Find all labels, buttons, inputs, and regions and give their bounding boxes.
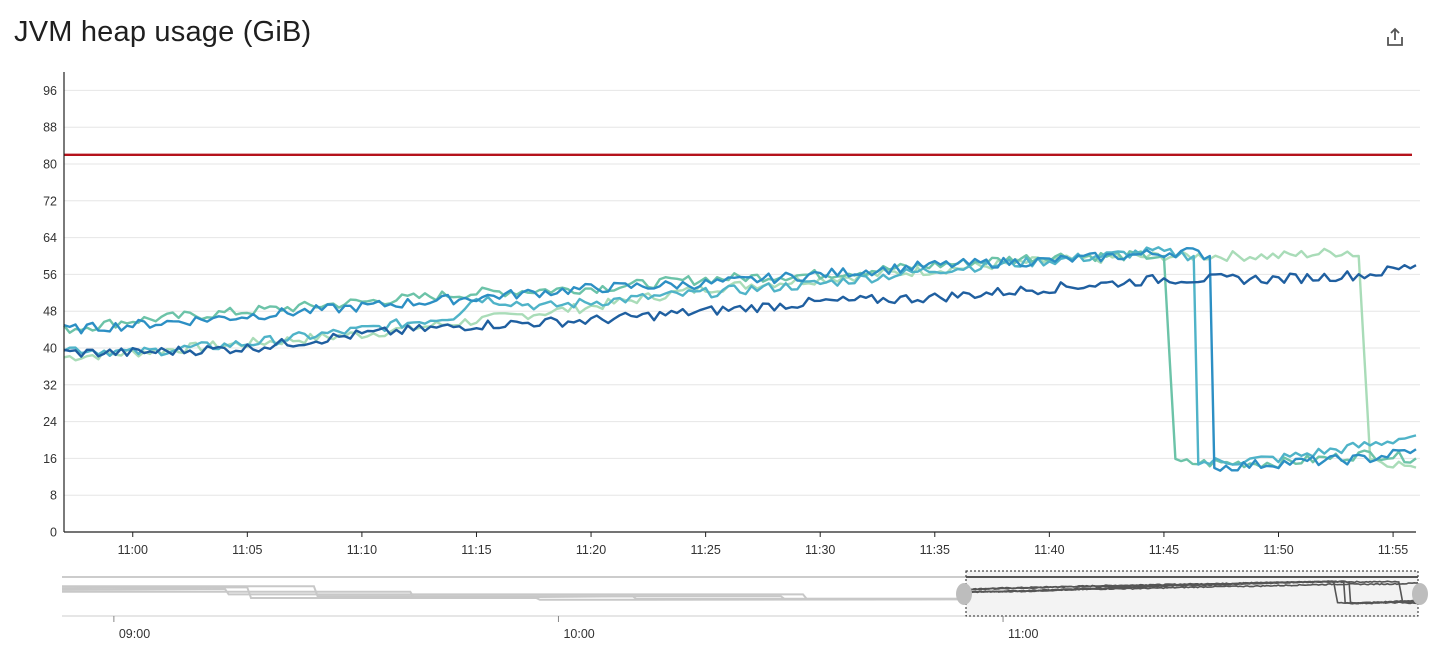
x-tick-label: 11:35	[920, 543, 950, 557]
overview-series-line	[965, 581, 1419, 593]
overview-history-line	[62, 590, 1418, 600]
x-tick-label: 11:40	[1034, 543, 1064, 557]
x-axis-ticks: 11:00 11:05 11:10 11:15 11:20 11:25 11:30 11:35…	[118, 532, 1408, 557]
y-tick-label: 40	[43, 342, 57, 356]
series-line	[63, 264, 1417, 358]
y-axis-ticks: 0 8 16 24 32 40 48 56 64 72 80 88 96	[43, 84, 57, 540]
y-tick-label: 64	[43, 231, 57, 245]
overview-left-handle[interactable]	[956, 583, 972, 605]
series-layer	[63, 246, 1417, 472]
axes	[63, 72, 1416, 533]
x-tick-label: 11:00	[118, 543, 148, 557]
y-tick-label: 16	[43, 452, 57, 466]
y-tick-label: 96	[43, 84, 57, 98]
overview-tick-label: 10:00	[563, 627, 594, 641]
x-tick-label: 11:15	[461, 543, 491, 557]
x-tick-label: 11:10	[347, 543, 377, 557]
share-button[interactable]	[1380, 22, 1410, 52]
x-tick-label: 11:45	[1149, 543, 1179, 557]
x-tick-label: 11:05	[232, 543, 262, 557]
overview-right-handle[interactable]	[1412, 583, 1428, 605]
y-tick-label: 88	[43, 121, 57, 135]
overview-tick-label: 09:00	[119, 627, 150, 641]
x-tick-label: 11:30	[805, 543, 835, 557]
chart-title: JVM heap usage (GiB)	[14, 16, 312, 48]
overview-selection[interactable]	[965, 570, 1419, 617]
y-tick-label: 80	[43, 158, 57, 172]
y-tick-label: 72	[43, 194, 57, 208]
y-tick-label: 32	[43, 378, 57, 392]
overview-tick-label: 11:00	[1008, 627, 1038, 641]
y-tick-label: 48	[43, 305, 57, 319]
overview-navigator: 09:00 10:00 11:00	[61, 570, 1428, 641]
share-icon	[1387, 27, 1403, 46]
y-tick-label: 24	[43, 415, 57, 429]
y-tick-label: 0	[50, 526, 57, 540]
overview-series-line	[965, 580, 1419, 605]
series-line	[63, 246, 1417, 466]
y-tick-label: 56	[43, 268, 57, 282]
x-tick-label: 11:20	[576, 543, 606, 557]
y-tick-label: 8	[50, 489, 57, 503]
x-tick-label: 11:55	[1378, 543, 1408, 557]
x-tick-label: 11:25	[690, 543, 720, 557]
series-line	[63, 247, 1417, 472]
x-tick-label: 11:50	[1263, 543, 1293, 557]
